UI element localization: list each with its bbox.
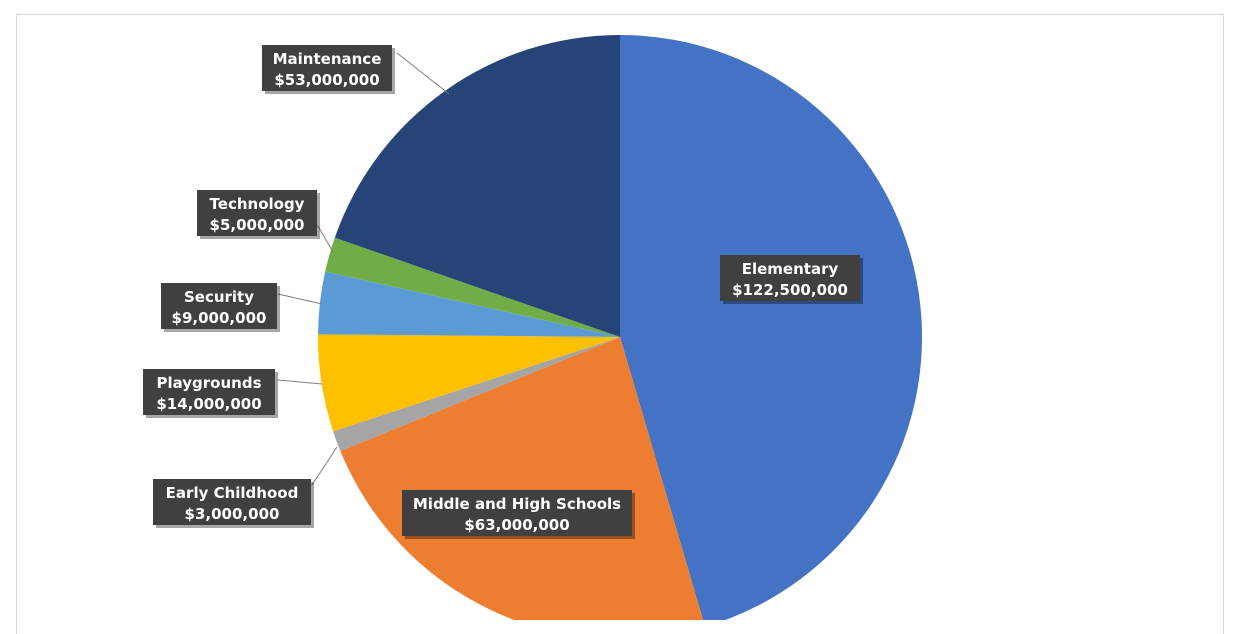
label-box bbox=[262, 45, 392, 91]
data-label-security: Security $9,000,000 bbox=[161, 283, 323, 332]
label-value: $9,000,000 bbox=[172, 309, 267, 327]
data-label-early-childhood: Early Childhood $3,000,000 bbox=[153, 446, 338, 528]
label-category: Maintenance bbox=[273, 50, 382, 68]
label-box bbox=[153, 479, 311, 525]
pie-chart: Elementary $122,500,000 Middle and High Sc… bbox=[143, 35, 923, 620]
label-category: Early Childhood bbox=[166, 484, 299, 502]
label-category: Security bbox=[184, 288, 254, 306]
data-label-technology: Technology $5,000,000 bbox=[197, 190, 334, 253]
data-label-maintenance: Maintenance $53,000,000 bbox=[262, 45, 450, 95]
data-label-playgrounds: Playgrounds $14,000,000 bbox=[143, 369, 323, 418]
label-category: Elementary bbox=[742, 260, 839, 278]
label-value: $122,500,000 bbox=[732, 281, 848, 299]
leader-line-playgrounds bbox=[277, 379, 323, 385]
label-value: $53,000,000 bbox=[274, 71, 379, 89]
label-value: $5,000,000 bbox=[210, 216, 305, 234]
pie-slice-technology bbox=[325, 237, 620, 337]
leader-line-security bbox=[277, 293, 323, 305]
label-category: Middle and High Schools bbox=[413, 495, 621, 513]
label-value: $63,000,000 bbox=[464, 516, 569, 534]
pie-slice-middle-and-high-schools bbox=[340, 337, 704, 620]
label-value: $14,000,000 bbox=[156, 395, 261, 413]
pie-slice-maintenance bbox=[334, 35, 620, 337]
pie-slice-security bbox=[318, 271, 620, 337]
label-box bbox=[197, 190, 317, 236]
label-box bbox=[143, 369, 275, 415]
leader-line-maintenance bbox=[396, 52, 450, 95]
label-category: Playgrounds bbox=[156, 374, 261, 392]
pie-slice-playgrounds bbox=[317, 334, 620, 432]
pie-slice-elementary bbox=[620, 35, 923, 620]
leader-line-early-childhood bbox=[311, 446, 338, 486]
label-value: $3,000,000 bbox=[185, 505, 280, 523]
pie-slice-early-childhood bbox=[333, 337, 620, 452]
label-box bbox=[402, 490, 632, 536]
label-category: Technology bbox=[210, 195, 305, 213]
label-box bbox=[720, 255, 860, 301]
data-label-elementary: Elementary $122,500,000 bbox=[720, 255, 863, 304]
label-box bbox=[161, 283, 277, 329]
chart-frame bbox=[16, 14, 1224, 634]
data-label-middle-and-high-schools: Middle and High Schools $63,000,000 bbox=[402, 490, 635, 539]
leader-line-technology bbox=[317, 225, 334, 253]
